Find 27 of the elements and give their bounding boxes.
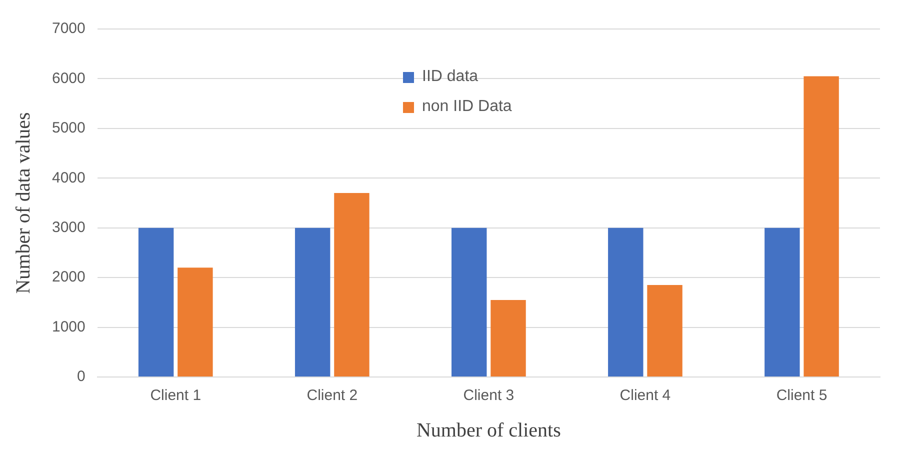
y-tick-label: 2000: [52, 268, 86, 286]
bar: [452, 228, 487, 376]
x-tick-label: Client 3: [463, 387, 514, 404]
bar: [138, 228, 174, 376]
bar: [178, 268, 213, 376]
legend-label: non IID Data: [422, 98, 512, 116]
y-tick-label: 6000: [52, 70, 86, 87]
x-tick-label: Client 1: [150, 387, 202, 404]
legend-label: IID data: [422, 68, 478, 86]
bar: [804, 76, 839, 376]
bar: [764, 228, 800, 376]
bar: [647, 285, 682, 376]
bar: [490, 300, 526, 376]
y-axis-title: Number of data values: [12, 112, 34, 294]
x-tick-label: Client 4: [620, 387, 671, 404]
y-tick-label: 3000: [52, 219, 86, 236]
y-tick-label: 7000: [52, 20, 86, 38]
x-tick-label: Client 2: [306, 387, 358, 404]
y-tick-label: 0: [77, 368, 86, 386]
x-axis-title: Number of clients: [416, 419, 562, 442]
x-tick-label: Client 5: [776, 387, 828, 404]
bar: [294, 228, 330, 376]
y-tick-label: 5000: [52, 120, 86, 137]
bar: [608, 228, 644, 376]
bar: [334, 193, 370, 376]
y-tick-label: 1000: [52, 318, 86, 336]
y-tick-label: 4000: [52, 169, 86, 186]
